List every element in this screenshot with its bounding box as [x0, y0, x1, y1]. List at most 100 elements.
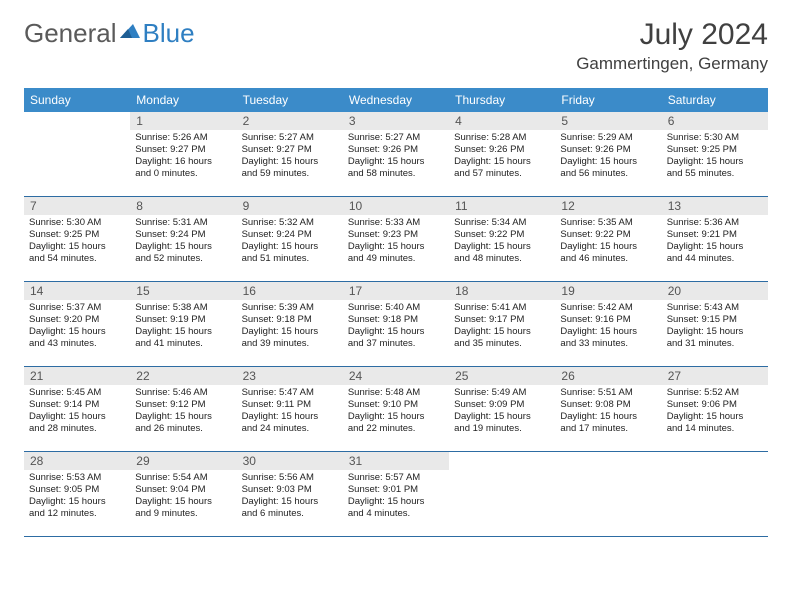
day-line-dl1: Daylight: 15 hours — [348, 241, 444, 253]
day-line-sr: Sunrise: 5:27 AM — [242, 132, 338, 144]
day-number: 15 — [130, 282, 236, 300]
day-line-ss: Sunset: 9:21 PM — [667, 229, 763, 241]
weekday-header: Sunday — [24, 88, 130, 112]
day-line-dl1: Daylight: 15 hours — [667, 241, 763, 253]
day-content: Sunrise: 5:46 AMSunset: 9:12 PMDaylight:… — [130, 385, 236, 439]
weekday-header: Monday — [130, 88, 236, 112]
day-content: Sunrise: 5:33 AMSunset: 9:23 PMDaylight:… — [343, 215, 449, 269]
weekday-header: Thursday — [449, 88, 555, 112]
calendar-cell: 7Sunrise: 5:30 AMSunset: 9:25 PMDaylight… — [24, 197, 130, 281]
day-number: 17 — [343, 282, 449, 300]
day-content: Sunrise: 5:26 AMSunset: 9:27 PMDaylight:… — [130, 130, 236, 184]
day-line-dl2: and 37 minutes. — [348, 338, 444, 350]
day-line-dl2: and 57 minutes. — [454, 168, 550, 180]
day-number: 7 — [24, 197, 130, 215]
day-line-dl1: Daylight: 15 hours — [135, 241, 231, 253]
day-line-sr: Sunrise: 5:46 AM — [135, 387, 231, 399]
day-line-dl2: and 43 minutes. — [29, 338, 125, 350]
day-line-sr: Sunrise: 5:48 AM — [348, 387, 444, 399]
day-line-ss: Sunset: 9:17 PM — [454, 314, 550, 326]
day-number: 9 — [237, 197, 343, 215]
day-line-ss: Sunset: 9:01 PM — [348, 484, 444, 496]
day-line-sr: Sunrise: 5:41 AM — [454, 302, 550, 314]
day-line-dl2: and 26 minutes. — [135, 423, 231, 435]
day-line-dl2: and 59 minutes. — [242, 168, 338, 180]
day-line-dl1: Daylight: 15 hours — [242, 241, 338, 253]
day-line-ss: Sunset: 9:26 PM — [348, 144, 444, 156]
brand-part2: Blue — [143, 18, 195, 48]
calendar-cell: 24Sunrise: 5:48 AMSunset: 9:10 PMDayligh… — [343, 367, 449, 451]
day-line-sr: Sunrise: 5:38 AM — [135, 302, 231, 314]
day-content: Sunrise: 5:40 AMSunset: 9:18 PMDaylight:… — [343, 300, 449, 354]
day-line-dl2: and 22 minutes. — [348, 423, 444, 435]
day-line-dl2: and 9 minutes. — [135, 508, 231, 520]
day-line-sr: Sunrise: 5:30 AM — [667, 132, 763, 144]
day-number: 21 — [24, 367, 130, 385]
day-content: Sunrise: 5:32 AMSunset: 9:24 PMDaylight:… — [237, 215, 343, 269]
day-number: 13 — [662, 197, 768, 215]
day-line-dl2: and 55 minutes. — [667, 168, 763, 180]
calendar-cell: 27Sunrise: 5:52 AMSunset: 9:06 PMDayligh… — [662, 367, 768, 451]
day-line-dl1: Daylight: 15 hours — [135, 411, 231, 423]
day-line-dl1: Daylight: 15 hours — [560, 326, 656, 338]
day-line-sr: Sunrise: 5:37 AM — [29, 302, 125, 314]
day-line-dl2: and 52 minutes. — [135, 253, 231, 265]
calendar-cell: 23Sunrise: 5:47 AMSunset: 9:11 PMDayligh… — [237, 367, 343, 451]
day-line-ss: Sunset: 9:18 PM — [242, 314, 338, 326]
day-line-dl2: and 6 minutes. — [242, 508, 338, 520]
day-line-dl1: Daylight: 15 hours — [242, 156, 338, 168]
day-line-dl2: and 17 minutes. — [560, 423, 656, 435]
calendar-cell: 10Sunrise: 5:33 AMSunset: 9:23 PMDayligh… — [343, 197, 449, 281]
day-number: 16 — [237, 282, 343, 300]
day-line-ss: Sunset: 9:20 PM — [29, 314, 125, 326]
weekday-header: Friday — [555, 88, 661, 112]
day-line-dl1: Daylight: 15 hours — [348, 326, 444, 338]
calendar-cell: 15Sunrise: 5:38 AMSunset: 9:19 PMDayligh… — [130, 282, 236, 366]
day-line-dl2: and 44 minutes. — [667, 253, 763, 265]
day-line-dl1: Daylight: 15 hours — [29, 411, 125, 423]
day-number: 6 — [662, 112, 768, 130]
day-number: 1 — [130, 112, 236, 130]
calendar-cell — [662, 452, 768, 536]
day-content: Sunrise: 5:35 AMSunset: 9:22 PMDaylight:… — [555, 215, 661, 269]
calendar-cell: 1Sunrise: 5:26 AMSunset: 9:27 PMDaylight… — [130, 112, 236, 196]
day-line-sr: Sunrise: 5:36 AM — [667, 217, 763, 229]
day-line-dl2: and 4 minutes. — [348, 508, 444, 520]
brand-text2: Blue — [143, 18, 195, 49]
day-line-sr: Sunrise: 5:49 AM — [454, 387, 550, 399]
day-line-sr: Sunrise: 5:35 AM — [560, 217, 656, 229]
day-line-ss: Sunset: 9:24 PM — [135, 229, 231, 241]
day-content: Sunrise: 5:36 AMSunset: 9:21 PMDaylight:… — [662, 215, 768, 269]
day-line-dl1: Daylight: 15 hours — [29, 326, 125, 338]
day-line-sr: Sunrise: 5:51 AM — [560, 387, 656, 399]
day-content: Sunrise: 5:27 AMSunset: 9:27 PMDaylight:… — [237, 130, 343, 184]
calendar-cell: 5Sunrise: 5:29 AMSunset: 9:26 PMDaylight… — [555, 112, 661, 196]
calendar-cell: 13Sunrise: 5:36 AMSunset: 9:21 PMDayligh… — [662, 197, 768, 281]
day-line-sr: Sunrise: 5:54 AM — [135, 472, 231, 484]
day-line-dl2: and 0 minutes. — [135, 168, 231, 180]
brand-text: General — [24, 18, 117, 49]
day-line-dl2: and 56 minutes. — [560, 168, 656, 180]
calendar-cell: 18Sunrise: 5:41 AMSunset: 9:17 PMDayligh… — [449, 282, 555, 366]
day-number: 11 — [449, 197, 555, 215]
day-number: 12 — [555, 197, 661, 215]
day-line-dl1: Daylight: 15 hours — [29, 241, 125, 253]
day-line-ss: Sunset: 9:09 PM — [454, 399, 550, 411]
day-line-dl1: Daylight: 15 hours — [454, 326, 550, 338]
day-content: Sunrise: 5:54 AMSunset: 9:04 PMDaylight:… — [130, 470, 236, 524]
day-line-dl1: Daylight: 15 hours — [560, 241, 656, 253]
day-line-sr: Sunrise: 5:57 AM — [348, 472, 444, 484]
calendar-cell: 28Sunrise: 5:53 AMSunset: 9:05 PMDayligh… — [24, 452, 130, 536]
day-number: 22 — [130, 367, 236, 385]
calendar-cell — [555, 452, 661, 536]
day-line-sr: Sunrise: 5:39 AM — [242, 302, 338, 314]
calendar-cell: 4Sunrise: 5:28 AMSunset: 9:26 PMDaylight… — [449, 112, 555, 196]
calendar-cell: 12Sunrise: 5:35 AMSunset: 9:22 PMDayligh… — [555, 197, 661, 281]
day-line-dl2: and 19 minutes. — [454, 423, 550, 435]
calendar-cell: 2Sunrise: 5:27 AMSunset: 9:27 PMDaylight… — [237, 112, 343, 196]
day-line-ss: Sunset: 9:26 PM — [560, 144, 656, 156]
day-content: Sunrise: 5:37 AMSunset: 9:20 PMDaylight:… — [24, 300, 130, 354]
header: General Blue July 2024 Gammertingen, Ger… — [24, 18, 768, 74]
brand-triangle-icon — [119, 21, 141, 46]
calendar-cell: 16Sunrise: 5:39 AMSunset: 9:18 PMDayligh… — [237, 282, 343, 366]
